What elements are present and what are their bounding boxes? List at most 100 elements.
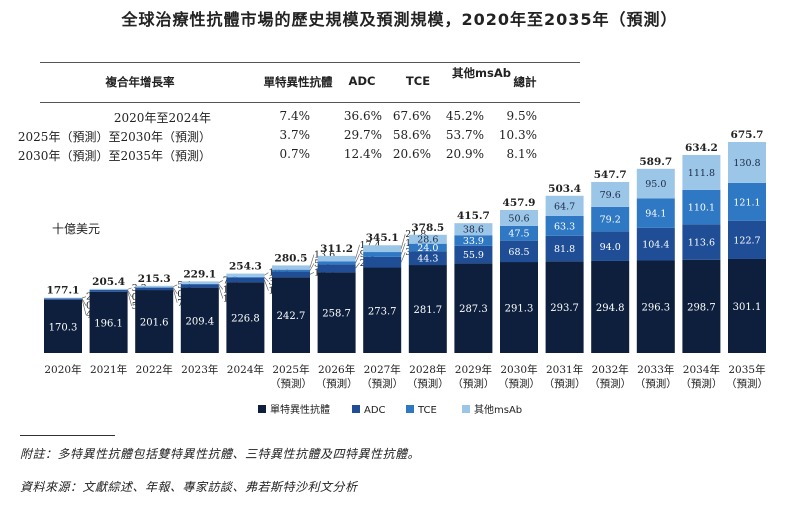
x-tick-label: 2032年 bbox=[592, 363, 629, 376]
bar-segment-adc bbox=[180, 284, 219, 288]
bar-segment-tce bbox=[728, 182, 766, 221]
data-label-adc: 94.0 bbox=[600, 242, 621, 253]
cagr-value: 0.7% bbox=[279, 147, 311, 161]
cagr-table-header-rule bbox=[40, 102, 580, 103]
bar-segment-tce bbox=[408, 243, 447, 252]
bar-segment-mono bbox=[545, 261, 584, 353]
data-label-other: 79.6 bbox=[600, 190, 621, 201]
bar-segment-other bbox=[682, 154, 721, 190]
cagr-value: 12.4% bbox=[343, 147, 382, 161]
bar-segment-tce bbox=[272, 269, 310, 272]
bar-segment-mono bbox=[272, 277, 310, 353]
data-label-mono: 258.7 bbox=[322, 309, 351, 320]
data-label-mono: 196.1 bbox=[94, 318, 123, 329]
unit-label: 十億美元 bbox=[52, 222, 101, 236]
data-label-other: 130.8 bbox=[733, 158, 760, 169]
bar-segment-mono bbox=[363, 267, 402, 353]
bar-segment-other bbox=[180, 281, 219, 284]
bar-segment-adc bbox=[89, 290, 128, 292]
bar-segment-adc bbox=[728, 220, 766, 259]
bar-segment-tce bbox=[636, 198, 675, 228]
bar-segment-mono bbox=[226, 282, 265, 353]
cagr-value: 20.9% bbox=[445, 147, 484, 161]
total-label: 205.4 bbox=[92, 276, 125, 288]
x-tick-label: 2020年 bbox=[44, 363, 81, 376]
leader-line bbox=[127, 289, 132, 298]
bar-segment-other bbox=[408, 234, 447, 244]
bar-segment-other bbox=[363, 245, 402, 253]
total-label: 254.3 bbox=[229, 261, 262, 273]
bar-segment-other bbox=[226, 273, 265, 277]
data-label-adc: 122.7 bbox=[733, 235, 760, 246]
data-label-mono: 242.7 bbox=[277, 311, 306, 322]
x-tick-label: （預測） bbox=[316, 377, 358, 390]
data-label-mono: 209.4 bbox=[185, 316, 214, 327]
leader-line bbox=[355, 253, 360, 263]
bar-segment-tce bbox=[500, 225, 538, 241]
bar-segment-mono bbox=[636, 260, 675, 353]
cagr-value: 67.6% bbox=[392, 109, 431, 123]
bar-segment-other bbox=[44, 297, 82, 299]
leader-line bbox=[218, 285, 224, 299]
footnote-divider bbox=[20, 435, 115, 436]
data-label-other: 111.8 bbox=[688, 168, 715, 179]
total-label: 229.1 bbox=[183, 268, 216, 280]
cagr-header: 複合年增長率 bbox=[105, 75, 175, 89]
bar-segment-mono bbox=[135, 290, 174, 353]
cagr-value: 58.6% bbox=[392, 128, 431, 142]
bar-segment-adc bbox=[500, 240, 538, 263]
leader-line bbox=[81, 299, 87, 315]
data-label-mono: 226.8 bbox=[231, 314, 260, 325]
data-label-mono: 293.7 bbox=[550, 303, 579, 314]
data-label-tce: 79.2 bbox=[600, 215, 621, 226]
cagr-value: 45.2% bbox=[445, 109, 484, 123]
data-label-tce: 33.9 bbox=[463, 236, 484, 247]
x-tick-label: （預測） bbox=[407, 377, 449, 390]
bar-segment-other bbox=[135, 285, 174, 288]
data-label-mono: 296.3 bbox=[641, 303, 670, 314]
data-label-other: 64.7 bbox=[554, 201, 575, 212]
bar-segment-other bbox=[89, 288, 128, 290]
legend-swatch bbox=[352, 405, 360, 413]
leader-line bbox=[172, 288, 178, 303]
data-label-tce: 94.1 bbox=[645, 209, 666, 220]
x-tick-label: 2024年 bbox=[227, 363, 264, 376]
bar-segment-adc bbox=[682, 224, 721, 260]
data-label-mono: 281.7 bbox=[413, 305, 442, 316]
bar-segment-adc bbox=[226, 277, 265, 283]
data-label-other: 95.0 bbox=[645, 179, 666, 190]
data-label-other: 28.6 bbox=[417, 235, 438, 246]
data-label-mono: 287.3 bbox=[459, 304, 488, 315]
data-label-mono: 291.3 bbox=[505, 304, 534, 315]
legend-swatch bbox=[406, 405, 414, 413]
x-tick-label: 2030年 bbox=[500, 363, 537, 376]
x-tick-label: （預測） bbox=[498, 377, 540, 390]
chart-title: 全球治療性抗體市場的歷史規模及預測規模，2020年至2035年（預測） bbox=[121, 10, 678, 29]
x-tick-label: 2027年 bbox=[364, 363, 401, 376]
x-tick-label: （預測） bbox=[680, 377, 722, 390]
bar-segment-mono bbox=[44, 299, 82, 353]
x-tick-label: （預測） bbox=[589, 377, 631, 390]
legend-label: 其他msAb bbox=[474, 403, 522, 416]
data-label-mono: 294.8 bbox=[596, 303, 625, 314]
data-label-tce: 24.0 bbox=[417, 243, 438, 254]
leader-line bbox=[81, 296, 87, 299]
data-label-mono: 273.7 bbox=[368, 306, 397, 317]
x-tick-label: 2023年 bbox=[181, 363, 218, 376]
data-label-adc: 55.9 bbox=[463, 250, 484, 261]
bar-segment-mono bbox=[454, 263, 493, 353]
leader-line bbox=[355, 262, 360, 269]
cagr-period: 2025年（預測）至2030年（預測） bbox=[17, 130, 211, 144]
x-tick-label: 2021年 bbox=[90, 363, 127, 376]
data-label-adc: 104.4 bbox=[642, 240, 669, 251]
total-label: 634.2 bbox=[685, 142, 718, 154]
leader-line bbox=[309, 263, 315, 271]
x-tick-label: 2035年 bbox=[728, 363, 765, 376]
total-label: 215.3 bbox=[138, 273, 171, 285]
cagr-value: 10.3% bbox=[498, 128, 537, 142]
cagr-value: 3.7% bbox=[279, 128, 311, 142]
cagr-value: 7.4% bbox=[279, 109, 311, 123]
total-label: 675.7 bbox=[731, 129, 764, 141]
x-tick-label: 2034年 bbox=[683, 363, 720, 376]
bar-segment-mono bbox=[728, 258, 766, 353]
